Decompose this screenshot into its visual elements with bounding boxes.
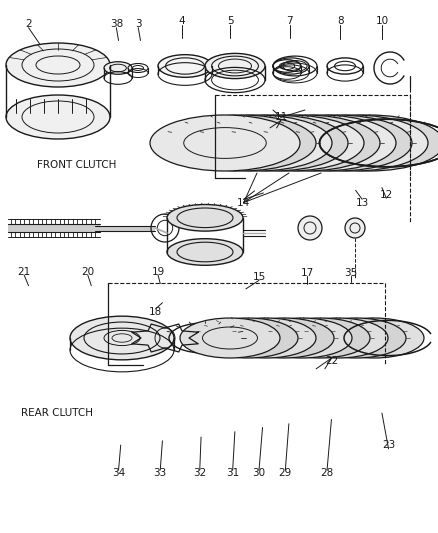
Ellipse shape	[202, 327, 257, 349]
Ellipse shape	[215, 127, 297, 158]
Ellipse shape	[233, 318, 333, 358]
Ellipse shape	[166, 205, 243, 231]
Text: 28: 28	[320, 469, 333, 478]
Text: FRONT CLUTCH: FRONT CLUTCH	[37, 160, 116, 170]
Ellipse shape	[251, 318, 351, 358]
Ellipse shape	[184, 127, 265, 158]
Ellipse shape	[205, 53, 265, 78]
Ellipse shape	[247, 127, 329, 158]
Ellipse shape	[311, 127, 393, 158]
Text: 30: 30	[252, 469, 265, 478]
Text: 4: 4	[178, 17, 185, 26]
Text: REAR CLUTCH: REAR CLUTCH	[21, 408, 93, 418]
Ellipse shape	[279, 127, 361, 158]
Text: 19: 19	[151, 267, 164, 277]
Ellipse shape	[269, 318, 369, 358]
Ellipse shape	[213, 115, 363, 171]
Text: 22: 22	[324, 357, 337, 366]
Ellipse shape	[346, 327, 401, 349]
Text: 38: 38	[110, 19, 123, 29]
Ellipse shape	[305, 318, 405, 358]
Ellipse shape	[198, 115, 347, 171]
Text: 13: 13	[355, 198, 368, 207]
Text: 2: 2	[25, 19, 32, 29]
Text: 12: 12	[379, 190, 392, 199]
Text: 8: 8	[336, 17, 343, 26]
Ellipse shape	[215, 318, 315, 358]
Circle shape	[344, 218, 364, 238]
Ellipse shape	[245, 115, 395, 171]
Text: 21: 21	[18, 267, 31, 277]
Ellipse shape	[230, 115, 379, 171]
Text: 20: 20	[81, 267, 94, 277]
Ellipse shape	[180, 318, 279, 358]
Ellipse shape	[238, 327, 293, 349]
Ellipse shape	[158, 55, 212, 77]
Ellipse shape	[323, 318, 423, 358]
Ellipse shape	[310, 327, 365, 349]
Circle shape	[297, 216, 321, 240]
Text: 15: 15	[252, 272, 265, 282]
Ellipse shape	[150, 115, 299, 171]
Ellipse shape	[70, 316, 173, 360]
Text: 34: 34	[112, 469, 125, 478]
Text: 23: 23	[381, 440, 394, 450]
Text: 3: 3	[134, 19, 141, 29]
Ellipse shape	[6, 95, 110, 139]
Ellipse shape	[277, 115, 427, 171]
Text: 10: 10	[374, 17, 388, 26]
Text: 35: 35	[344, 268, 357, 278]
Text: 14: 14	[237, 198, 250, 207]
Ellipse shape	[287, 318, 387, 358]
Text: 7: 7	[286, 17, 293, 26]
Text: 33: 33	[153, 469, 166, 478]
Ellipse shape	[261, 115, 411, 171]
Ellipse shape	[104, 62, 132, 74]
Text: 17: 17	[300, 268, 313, 278]
Text: 32: 32	[193, 469, 206, 478]
Text: 5: 5	[226, 17, 233, 26]
Text: 11: 11	[274, 112, 287, 122]
Ellipse shape	[198, 318, 297, 358]
Ellipse shape	[166, 115, 315, 171]
Text: 29: 29	[278, 469, 291, 478]
Text: 18: 18	[149, 307, 162, 317]
Ellipse shape	[166, 239, 243, 265]
Ellipse shape	[182, 115, 331, 171]
Ellipse shape	[6, 43, 110, 87]
Ellipse shape	[293, 115, 438, 171]
Ellipse shape	[274, 327, 329, 349]
Text: 31: 31	[226, 469, 239, 478]
